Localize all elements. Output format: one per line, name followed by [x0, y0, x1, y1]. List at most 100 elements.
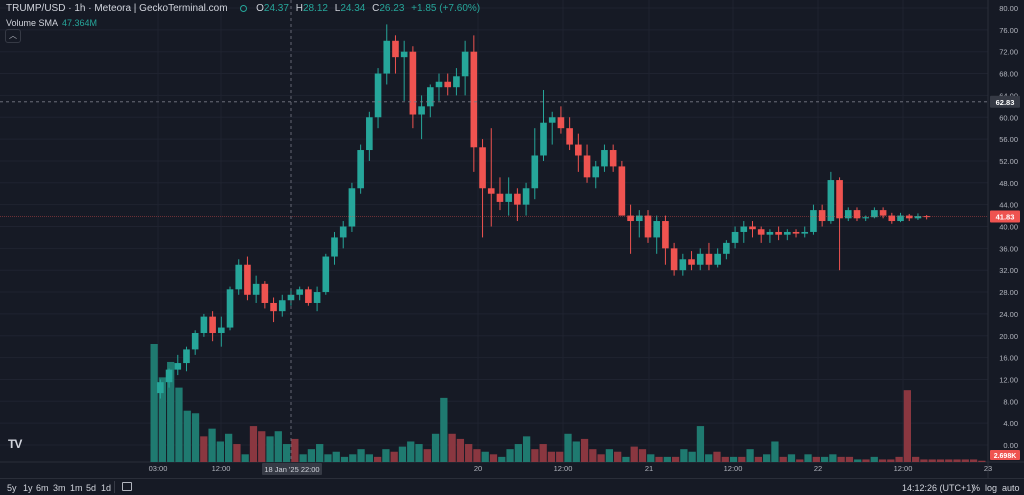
price-tick-label: 4.00	[1003, 419, 1018, 428]
status-dot-icon	[240, 5, 248, 12]
timeframe-5d[interactable]: 5d	[86, 483, 97, 493]
volume-bar	[622, 456, 630, 462]
chevron-up-icon[interactable]: ︿	[5, 29, 21, 43]
candle-body	[688, 259, 695, 265]
candle-body	[322, 256, 330, 293]
candle-body	[400, 51, 408, 58]
volume-bar	[754, 456, 763, 462]
time-tick-label: 23	[984, 464, 992, 473]
candle-body	[200, 316, 208, 334]
volume-bar	[382, 449, 390, 462]
volume-bar	[448, 433, 456, 462]
volume-bar	[274, 431, 282, 462]
candle-body	[426, 87, 434, 107]
volume-bar	[920, 459, 928, 462]
volume-bar	[150, 344, 158, 462]
volume-bar	[647, 454, 655, 462]
volume-bar	[862, 459, 870, 462]
candle-body	[566, 128, 573, 145]
price-tick-label: 72.00	[999, 48, 1018, 57]
candle-body	[801, 231, 809, 234]
volume-bar	[589, 449, 597, 462]
candle-body	[461, 51, 469, 77]
volume-bar	[175, 387, 183, 462]
volume-bar	[390, 451, 398, 462]
timeframe-5y[interactable]: 5y	[7, 483, 17, 493]
volume-bar	[978, 460, 986, 462]
candle-body	[157, 382, 164, 394]
volume-bar	[705, 454, 713, 462]
candle-body	[548, 117, 556, 123]
volume-bar	[638, 449, 647, 462]
candle-body	[827, 180, 835, 222]
volume-value-box	[990, 450, 1020, 460]
timeframe-1y[interactable]: 1y	[23, 483, 33, 493]
percent-toggle[interactable]: %	[972, 483, 981, 493]
volume-bar	[456, 438, 465, 462]
log-toggle[interactable]: log	[985, 483, 998, 493]
price-tick-label: 16.00	[999, 354, 1018, 363]
candle-body	[226, 289, 234, 328]
volume-label[interactable]: Volume SMA	[6, 18, 59, 28]
volume-bar	[556, 451, 564, 462]
candle-body	[374, 73, 382, 118]
volume-bar	[887, 459, 895, 462]
symbol-title[interactable]: TRUMP/USD · 1h · Meteora | GeckoTerminal…	[6, 3, 228, 14]
volume-value-label: 2.698K	[994, 453, 1017, 460]
candle-body	[218, 327, 225, 334]
volume-bar	[945, 459, 953, 462]
open-value: 24.37	[263, 3, 289, 14]
candle-body	[357, 150, 364, 189]
candle-body	[235, 264, 243, 290]
price-tick-label: 28.00	[999, 288, 1018, 297]
candle-body	[740, 226, 748, 232]
volume-bar	[895, 456, 903, 462]
volume-sma-value: 47.364M	[62, 18, 98, 28]
price-chart[interactable]: 80.0076.0072.0068.0064.0060.0056.0052.00…	[0, 0, 1024, 478]
clock-readout[interactable]: 14:12:26 (UTC+1)	[902, 483, 975, 493]
volume-bar	[903, 390, 912, 462]
candle-body	[557, 117, 565, 129]
crosshair-time-label: 18 Jan '25 22:00	[264, 465, 319, 474]
timeframe-6m[interactable]: 6m	[36, 483, 49, 493]
candle-body	[592, 166, 600, 178]
candle-body	[775, 231, 782, 235]
volume-bar	[233, 444, 241, 462]
volume-bar	[357, 449, 365, 462]
volume-bar	[738, 456, 746, 462]
volume-bar	[953, 459, 961, 462]
volume-bar	[580, 438, 589, 462]
low-label: L	[334, 3, 341, 14]
volume-bar	[407, 441, 415, 462]
volume-bar	[671, 456, 680, 462]
candle-body	[409, 51, 417, 115]
volume-bar	[878, 459, 887, 462]
volume-bar	[630, 446, 638, 462]
calendar-icon[interactable]	[122, 482, 132, 491]
timeframe-1d[interactable]: 1d	[101, 483, 112, 493]
volume-bar	[680, 449, 688, 462]
volume-bar	[696, 426, 705, 462]
volume-bar	[771, 441, 779, 462]
volume-bar	[440, 397, 448, 462]
candle-body	[183, 349, 190, 364]
timeframe-1m[interactable]: 1m	[70, 483, 83, 493]
auto-toggle[interactable]: auto	[1002, 483, 1020, 493]
time-tick-label: 12:00	[554, 464, 573, 473]
candle-body	[609, 150, 617, 167]
time-tick-label: 12:00	[724, 464, 743, 473]
candle-body	[879, 210, 887, 216]
volume-bar	[258, 431, 266, 462]
candle-body	[383, 40, 391, 74]
candle-body	[348, 188, 356, 227]
tradingview-logo[interactable]: TV	[8, 437, 22, 451]
candle-body	[888, 215, 896, 222]
volume-bar	[514, 444, 522, 462]
timeframe-3m[interactable]: 3m	[53, 483, 66, 493]
volume-bar	[605, 449, 614, 462]
volume-bar	[307, 449, 316, 462]
candle-body	[418, 106, 425, 115]
price-tick-label: 60.00	[999, 113, 1018, 122]
high-value: 28.12	[302, 3, 328, 14]
volume-bar	[663, 456, 671, 462]
